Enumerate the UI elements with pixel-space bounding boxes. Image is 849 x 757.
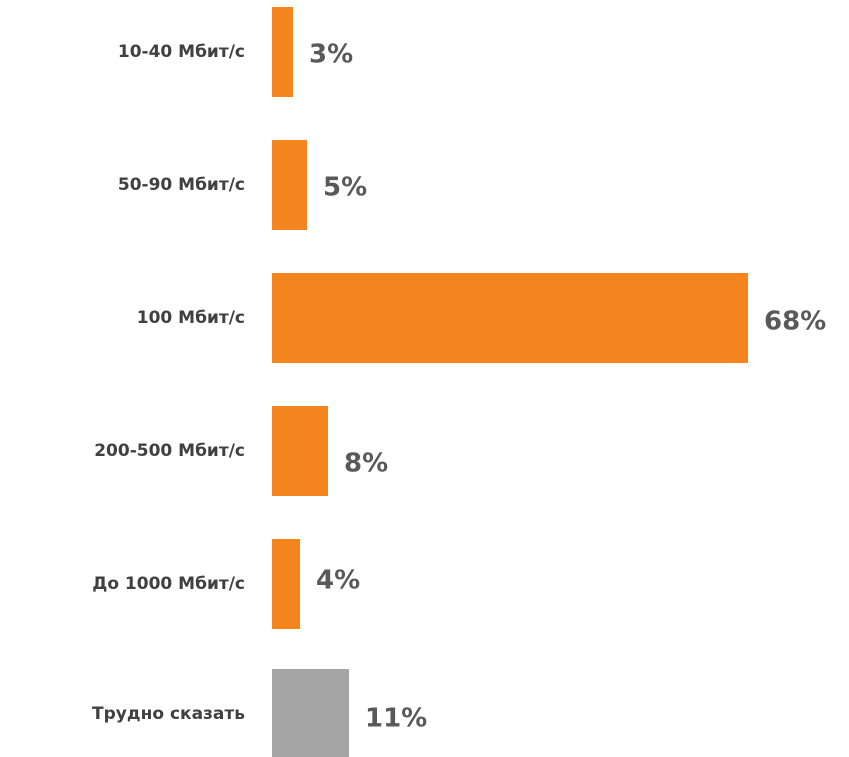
value-label: 5% [323,173,367,203]
value-label: 68% [764,307,826,337]
category-label: 100 Мбит/с [137,308,245,328]
category-label: 10-40 Мбит/с [118,42,245,62]
bar [272,406,328,496]
bar [272,539,300,629]
category-label: 200-500 Мбит/с [94,441,245,461]
bar [272,140,307,230]
value-label: 4% [316,566,360,596]
value-label: 8% [344,449,388,479]
category-label: Трудно сказать [92,704,245,724]
category-label: 50-90 Мбит/с [118,175,245,195]
value-label: 3% [309,40,353,70]
bar [272,7,293,97]
category-label: До 1000 Мбит/с [92,574,245,594]
bar [272,273,748,363]
bar [272,669,349,757]
value-label: 11% [365,704,427,734]
